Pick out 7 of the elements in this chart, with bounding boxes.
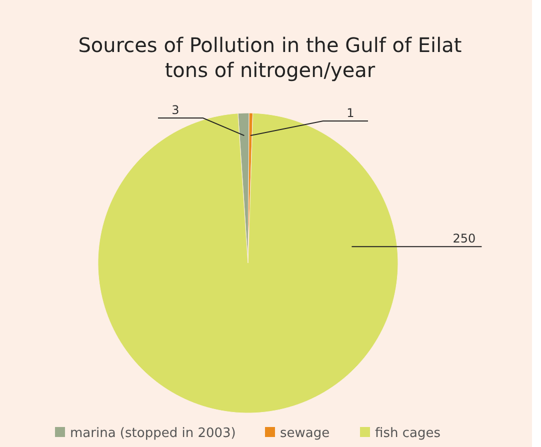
legend-label: fish cages (375, 426, 441, 441)
data-label: 250 (452, 232, 476, 246)
data-label: 1 (346, 106, 354, 120)
legend-label: sewage (280, 426, 330, 441)
chart-title: Sources of Pollution in the Gulf of Eilat tons of nitrogen/year (78, 33, 462, 82)
data-label: 3 (172, 103, 180, 117)
legend-label: marina (stopped in 2003) (70, 426, 236, 441)
